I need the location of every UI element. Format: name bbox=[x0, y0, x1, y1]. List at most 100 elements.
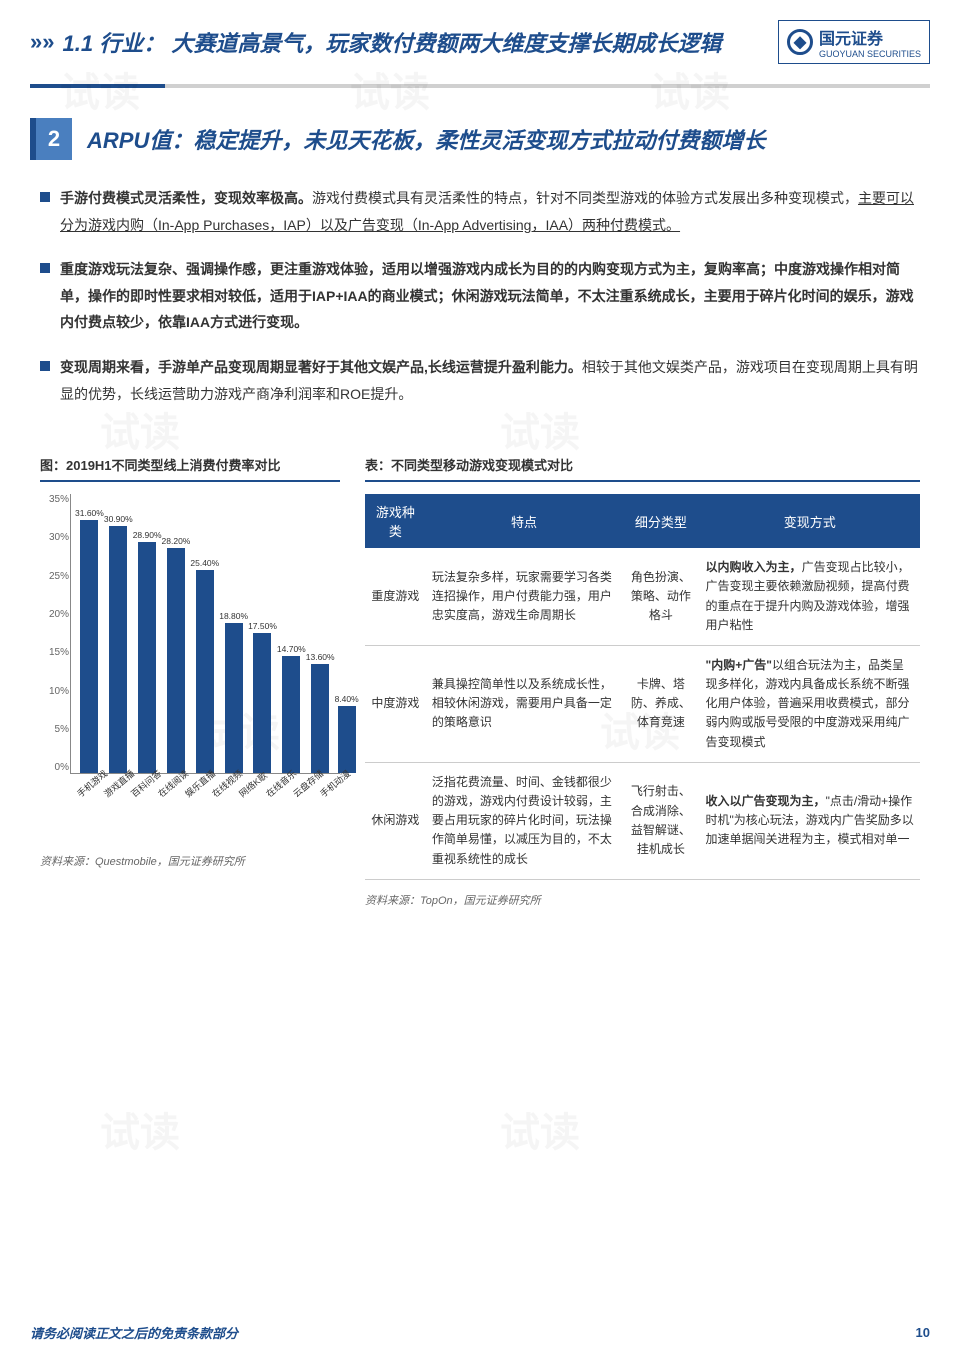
x-label: 游戏直播 bbox=[101, 777, 125, 800]
cell-type: 中度游戏 bbox=[365, 645, 426, 762]
cell-monetize: 以内购收入为主，广告变现占比较小，广告变现主要依赖激励视频，提高付费的重点在于提… bbox=[700, 548, 920, 645]
bar bbox=[109, 526, 127, 773]
bullet-item: 手游付费模式灵活柔性，变现效率极高。游戏付费模式具有灵活柔性的特点，针对不同类型… bbox=[40, 185, 920, 238]
body-content: 手游付费模式灵活柔性，变现效率极高。游戏付费模式具有灵活柔性的特点，针对不同类型… bbox=[0, 185, 960, 407]
bullet-item: 变现周期来看，手游单产品变现周期显著好于其他文娱产品,长线运营提升盈利能力。相较… bbox=[40, 354, 920, 407]
bar-chart: 35% 30% 25% 20% 15% 10% 5% 0% 31.60%30.9… bbox=[70, 494, 340, 774]
page-footer: 请务必阅读正文之后的免责条款部分 10 bbox=[30, 1323, 930, 1342]
footer-disclaimer: 请务必阅读正文之后的免责条款部分 bbox=[30, 1323, 238, 1342]
cell-subtype: 飞行射击、合成消除、益智解谜、挂机成长 bbox=[622, 762, 699, 879]
bar-wrap: 17.50% bbox=[248, 621, 277, 773]
x-label: 网络K歌 bbox=[236, 777, 260, 800]
bar-value-label: 31.60% bbox=[75, 508, 104, 518]
ytick: 0% bbox=[41, 762, 69, 773]
bar-value-label: 25.40% bbox=[190, 558, 219, 568]
table-source: 资料来源：TopOn，国元证券研究所 bbox=[365, 892, 920, 908]
table-column: 表：不同类型移动游戏变现模式对比 游戏种类 特点 细分类型 变现方式 重度游戏玩… bbox=[365, 455, 920, 908]
bar-wrap: 14.70% bbox=[277, 644, 306, 774]
ytick: 25% bbox=[41, 571, 69, 582]
x-label: 娱乐直播 bbox=[182, 777, 206, 800]
x-label: 百科问答 bbox=[128, 777, 152, 800]
table-row: 重度游戏玩法复杂多样，玩家需要学习各类连招操作，用户付费能力强，用户忠实度高，游… bbox=[365, 548, 920, 645]
logo-cn: 国元证券 bbox=[819, 25, 921, 49]
bullet-text: 变现周期来看，手游单产品变现周期显著好于其他文娱产品,长线运营提升盈利能力。相较… bbox=[60, 354, 920, 407]
bar-value-label: 28.90% bbox=[133, 530, 162, 540]
bar-wrap: 25.40% bbox=[190, 558, 219, 773]
bar bbox=[225, 623, 243, 773]
bar bbox=[338, 706, 356, 773]
cell-feature: 兼具操控简单性以及系统成长性，相较休闲游戏，需要用户具备一定的策略意识 bbox=[426, 645, 622, 762]
ytick: 15% bbox=[41, 647, 69, 658]
th-monetize: 变现方式 bbox=[700, 494, 920, 548]
subsection-title: ARPU值：稳定提升，未见天花板，柔性灵活变现方式拉动付费额增长 bbox=[87, 123, 765, 155]
bar bbox=[311, 664, 329, 773]
company-logo: ◆ 国元证券 GUOYUAN SECURITIES bbox=[778, 20, 930, 64]
subsection-number: 2 bbox=[30, 118, 72, 160]
bar-value-label: 13.60% bbox=[306, 652, 335, 662]
bars-container: 31.60%30.90%28.90%28.20% 25.40% 18.80%17.5… bbox=[75, 494, 336, 773]
page-header: »» 1.1 行业： 大赛道高景气，玩家数付费额两大维度支撑长期成长逻辑 ◆ 国… bbox=[0, 0, 960, 74]
cell-subtype: 卡牌、塔防、养成、体育竞速 bbox=[622, 645, 699, 762]
header-divider bbox=[30, 84, 930, 88]
bar-wrap: 8.40% bbox=[335, 694, 359, 773]
cell-subtype: 角色扮演、策略、动作格斗 bbox=[622, 548, 699, 645]
bar bbox=[138, 542, 156, 773]
header-title: 1.1 行业： 大赛道高景气，玩家数付费额两大维度支撑长期成长逻辑 bbox=[62, 26, 721, 58]
bar-wrap: 30.90% bbox=[104, 514, 133, 773]
table-row: 中度游戏兼具操控简单性以及系统成长性，相较休闲游戏，需要用户具备一定的策略意识卡… bbox=[365, 645, 920, 762]
th-feature: 特点 bbox=[426, 494, 622, 548]
x-label: 在线音乐 bbox=[263, 777, 287, 800]
ytick: 35% bbox=[41, 494, 69, 505]
logo-icon: ◆ bbox=[787, 29, 813, 55]
bar-value-label: 18.80% bbox=[219, 611, 248, 621]
bar-value-label: 14.70% bbox=[277, 644, 306, 654]
x-label: 云盘存储 bbox=[290, 777, 314, 800]
y-axis: 35% 30% 25% 20% 15% 10% 5% 0% bbox=[41, 494, 69, 773]
bar bbox=[282, 656, 300, 774]
x-label: 在线视频 bbox=[209, 777, 233, 800]
bar-value-label: 17.50% bbox=[248, 621, 277, 631]
bar-wrap: 28.90% bbox=[133, 530, 162, 773]
comparison-table: 游戏种类 特点 细分类型 变现方式 重度游戏玩法复杂多样，玩家需要学习各类连招操… bbox=[365, 494, 920, 880]
logo-en: GUOYUAN SECURITIES bbox=[819, 49, 921, 59]
watermark: 试读 bbox=[100, 1100, 180, 1158]
bullet-item: 重度游戏玩法复杂、强调操作感，更注重游戏体验，适用以增强游戏内成长为目的的内购变… bbox=[40, 256, 920, 336]
table-header-row: 游戏种类 特点 细分类型 变现方式 bbox=[365, 494, 920, 548]
bullet-icon bbox=[40, 263, 50, 273]
bar-value-label: 28.20% bbox=[162, 536, 191, 546]
bar bbox=[167, 548, 185, 774]
cell-type: 重度游戏 bbox=[365, 548, 426, 645]
watermark: 试读 bbox=[500, 1100, 580, 1158]
cell-monetize: "内购+广告"以组合玩法为主，品类呈现多样化，游戏内具备成长系统不断强化用户体验… bbox=[700, 645, 920, 762]
cell-monetize: 收入以广告变现为主，"点击/滑动+操作时机"为核心玩法，游戏内广告奖励多以加速单… bbox=[700, 762, 920, 879]
bullet-icon bbox=[40, 192, 50, 202]
x-label: 在线阅读 bbox=[155, 777, 179, 800]
ytick: 20% bbox=[41, 609, 69, 620]
table-body: 重度游戏玩法复杂多样，玩家需要学习各类连招操作，用户付费能力强，用户忠实度高，游… bbox=[365, 548, 920, 879]
chevron-icon: »» bbox=[30, 29, 54, 55]
bullet-text: 重度游戏玩法复杂、强调操作感，更注重游戏体验，适用以增强游戏内成长为目的的内购变… bbox=[60, 256, 920, 336]
x-label: 手机游戏 bbox=[74, 777, 98, 800]
th-type: 游戏种类 bbox=[365, 494, 426, 548]
x-label: 手机动漫 bbox=[317, 777, 341, 800]
chart-title: 图：2019H1不同类型线上消费付费率对比 bbox=[40, 455, 340, 482]
table-row: 休闲游戏泛指花费流量、时间、金钱都很少的游戏，游戏内付费设计较弱，主要占用玩家的… bbox=[365, 762, 920, 879]
ytick: 10% bbox=[41, 686, 69, 697]
chart-source: 资料来源：Questmobile，国元证券研究所 bbox=[40, 853, 340, 869]
charts-row: 图：2019H1不同类型线上消费付费率对比 35% 30% 25% 20% 15… bbox=[0, 425, 960, 918]
bullet-icon bbox=[40, 361, 50, 371]
ytick: 30% bbox=[41, 532, 69, 543]
bullet-text: 手游付费模式灵活柔性，变现效率极高。游戏付费模式具有灵活柔性的特点，针对不同类型… bbox=[60, 185, 920, 238]
cell-feature: 泛指花费流量、时间、金钱都很少的游戏，游戏内付费设计较弱，主要占用玩家的碎片化时… bbox=[426, 762, 622, 879]
bar-wrap: 13.60% bbox=[306, 652, 335, 773]
bar-wrap: 31.60% bbox=[75, 508, 104, 773]
bar-wrap: 28.20% bbox=[162, 536, 191, 774]
x-axis: 手机游戏游戏直播百科问答在线阅读娱乐直播在线视频网络K歌在线音乐云盘存储手机动漫 bbox=[70, 780, 340, 803]
bar-wrap: 18.80% bbox=[219, 611, 248, 773]
bar-value-label: 30.90% bbox=[104, 514, 133, 524]
page-number: 10 bbox=[916, 1325, 930, 1340]
table-title: 表：不同类型移动游戏变现模式对比 bbox=[365, 455, 920, 482]
chart-column: 图：2019H1不同类型线上消费付费率对比 35% 30% 25% 20% 15… bbox=[40, 455, 340, 908]
bar-value-label: 8.40% bbox=[335, 694, 359, 704]
cell-type: 休闲游戏 bbox=[365, 762, 426, 879]
